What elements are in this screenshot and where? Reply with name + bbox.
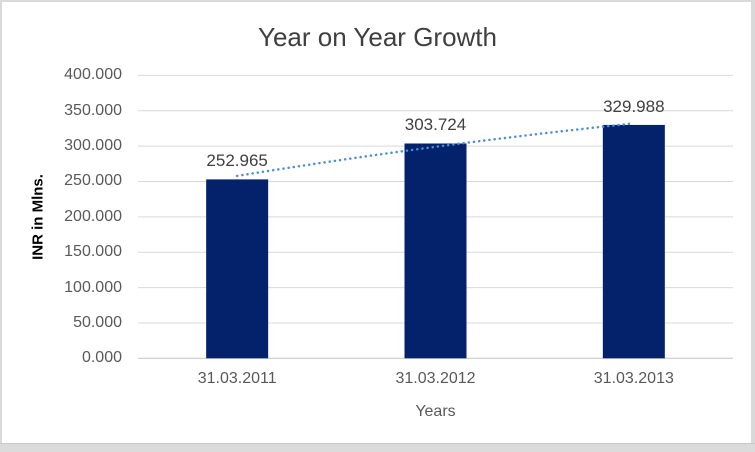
data-label: 252.965 bbox=[206, 151, 268, 171]
x-axis-tick-label: 31.03.2013 bbox=[593, 370, 674, 387]
chart-title: Year on Year Growth bbox=[258, 22, 497, 52]
y-axis-tick-label: 150.000 bbox=[64, 243, 122, 261]
y-axis-tick-label: 350.000 bbox=[64, 101, 122, 119]
x-axis-title: Years bbox=[415, 403, 456, 420]
chart-border-bottom bbox=[0, 443, 755, 452]
y-axis-tick-label: 200.000 bbox=[64, 207, 122, 225]
y-axis-tick-label: 250.000 bbox=[64, 172, 122, 190]
bar bbox=[602, 124, 665, 359]
x-axis-tick-label: 31.03.2011 bbox=[197, 370, 277, 387]
chart-border-top bbox=[0, 0, 755, 2]
y-axis-tick-label: 300.000 bbox=[64, 137, 122, 155]
bar bbox=[206, 179, 269, 359]
y-axis-tick-label: 50.000 bbox=[73, 313, 122, 331]
y-axis-tick-label: 100.000 bbox=[64, 278, 122, 296]
chart-border-left bbox=[0, 0, 2, 452]
x-axis-tick-label: 31.03.2012 bbox=[395, 370, 476, 387]
chart-border-right bbox=[751, 0, 755, 452]
data-label: 303.724 bbox=[404, 115, 467, 135]
data-label: 329.988 bbox=[603, 96, 665, 116]
y-axis-tick-label: 0.000 bbox=[81, 349, 122, 367]
bar bbox=[404, 143, 467, 359]
y-axis-tick-label: 400.000 bbox=[64, 66, 122, 84]
